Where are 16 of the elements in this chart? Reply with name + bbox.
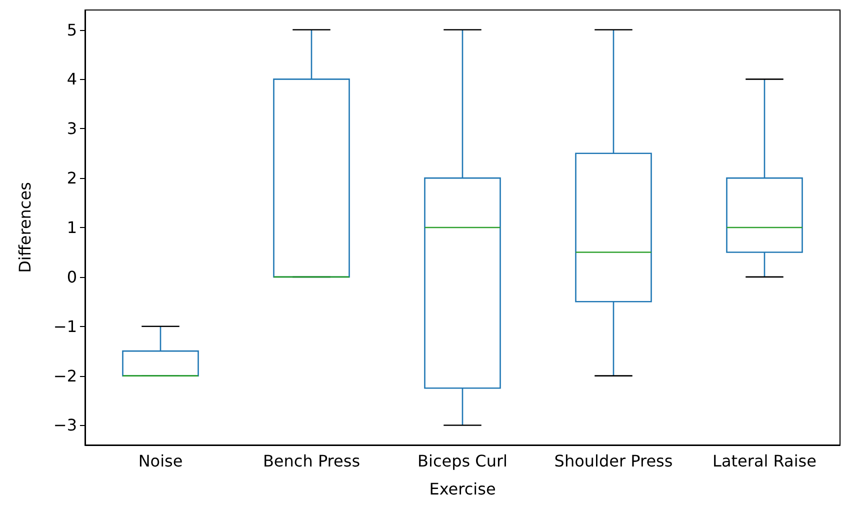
- y-tick-label: −2: [53, 366, 77, 386]
- y-tick-label: 3: [66, 119, 77, 138]
- x-axis-title: Exercise: [429, 480, 496, 498]
- y-tick-label: −1: [53, 316, 77, 336]
- x-tick-label: Bench Press: [262, 452, 360, 470]
- y-tick-label: 0: [66, 267, 77, 286]
- y-tick-label: 1: [66, 218, 77, 237]
- y-tick-label: −3: [53, 416, 77, 435]
- x-tick-label: Noise: [138, 452, 183, 470]
- x-tick-label: Lateral Raise: [712, 452, 816, 470]
- y-axis-title: Differences: [16, 182, 34, 273]
- y-tick-label: 5: [66, 20, 77, 40]
- y-tick-label: 2: [66, 168, 77, 188]
- x-tick-label: Shoulder Press: [554, 452, 673, 470]
- y-tick-label: 4: [66, 70, 77, 89]
- x-tick-label: Biceps Curl: [418, 452, 508, 470]
